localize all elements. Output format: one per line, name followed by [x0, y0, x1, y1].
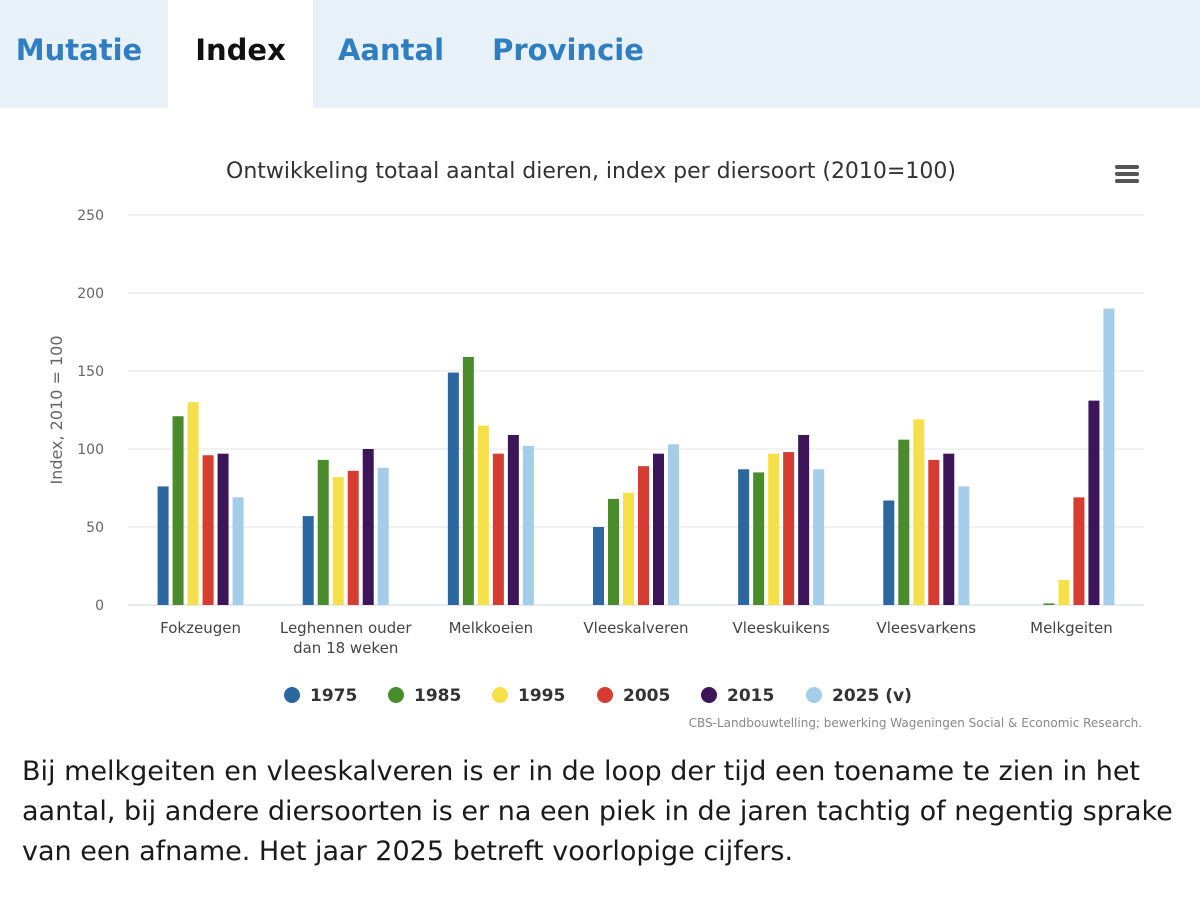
bar[interactable] — [943, 453, 955, 605]
legend-item[interactable]: 1995 — [492, 686, 565, 706]
legend-label: 1985 — [414, 686, 461, 706]
y-axis-ticks: 0 50 100 150 200 250 — [77, 208, 104, 614]
chart-title: Ontwikkeling totaal aantal dieren, index… — [226, 159, 956, 184]
bar[interactable] — [958, 486, 970, 605]
bar[interactable] — [172, 416, 184, 605]
y-tick-label: 50 — [86, 520, 104, 536]
tab-mutatie[interactable]: Mutatie — [15, 33, 143, 67]
tab-index[interactable]: Index — [168, 0, 313, 108]
y-tick-label: 0 — [95, 598, 104, 614]
bar[interactable] — [623, 492, 634, 605]
bar[interactable] — [898, 439, 910, 605]
bar[interactable] — [522, 445, 534, 605]
y-axis-label: Index, 2010 = 100 — [47, 335, 66, 484]
bar[interactable] — [883, 500, 895, 605]
legend-item[interactable]: 1985 — [388, 686, 461, 706]
tab-aantal[interactable]: Aantal — [337, 33, 445, 67]
x-tick-label: dan 18 weken — [293, 639, 398, 657]
legend-marker — [701, 687, 717, 703]
legend-marker — [388, 687, 404, 703]
x-tick-label: Melkgeiten — [1030, 619, 1113, 637]
legend-item[interactable]: 2025 (v) — [806, 686, 912, 706]
y-tick-label: 150 — [77, 364, 104, 380]
x-tick-label: Leghennen ouder — [280, 619, 413, 637]
legend-marker — [492, 687, 508, 703]
legend[interactable]: 1975 1985 1995 2005 2015 2025 (v) — [284, 686, 912, 706]
bar[interactable] — [477, 425, 489, 605]
bar[interactable] — [653, 453, 664, 605]
bar[interactable] — [217, 453, 229, 605]
bar[interactable] — [1043, 603, 1055, 605]
bar[interactable] — [332, 477, 344, 605]
legend-label: 1995 — [518, 686, 565, 706]
bar[interactable] — [798, 434, 810, 605]
tab-provincie[interactable]: Provincie — [492, 33, 644, 67]
bar[interactable] — [928, 459, 940, 605]
bar[interactable] — [608, 498, 619, 605]
hamburger-menu-icon[interactable] — [1112, 163, 1142, 185]
legend-item[interactable]: 2015 — [701, 686, 774, 706]
x-tick-label: Vleeskalveren — [583, 619, 688, 637]
legend-marker — [597, 687, 613, 703]
bar[interactable] — [232, 497, 244, 605]
y-tick-label: 100 — [77, 442, 104, 458]
y-tick-label: 250 — [77, 208, 104, 224]
bar[interactable] — [638, 466, 649, 605]
bar[interactable] — [1088, 400, 1100, 605]
bar[interactable] — [492, 453, 504, 605]
legend-item[interactable]: 2005 — [597, 686, 670, 706]
x-tick-label: Vleesvarkens — [876, 619, 976, 637]
bar[interactable] — [753, 472, 765, 605]
bar[interactable] — [913, 419, 925, 605]
y-tick-label: 200 — [77, 286, 104, 302]
bar[interactable] — [783, 452, 795, 605]
bar[interactable] — [362, 449, 374, 605]
bar[interactable] — [447, 372, 459, 605]
bar[interactable] — [668, 444, 679, 605]
bar[interactable] — [157, 486, 169, 605]
bar[interactable] — [1103, 308, 1115, 605]
gridlines — [128, 214, 1144, 606]
bar[interactable] — [813, 469, 825, 605]
bar[interactable] — [347, 470, 359, 605]
x-tick-label: Melkkoeien — [449, 619, 534, 637]
bar[interactable] — [768, 453, 780, 605]
legend-item[interactable]: 1975 — [284, 686, 357, 706]
tab-bar: Mutatie Index Aantal Provincie — [0, 0, 1200, 108]
bars — [157, 308, 1115, 605]
bar[interactable] — [202, 455, 214, 605]
x-tick-label: Vleeskuikens — [732, 619, 829, 637]
legend-label: 2025 (v) — [832, 686, 912, 706]
x-tick-label: Fokzeugen — [160, 619, 241, 637]
x-axis-ticks: Fokzeugen Leghennen ouder dan 18 weken Melk… — [160, 619, 1113, 657]
legend-marker — [806, 687, 822, 703]
bar[interactable] — [738, 469, 750, 605]
bar[interactable] — [377, 467, 389, 605]
chart-source: CBS-Landbouwtelling; bewerking Wageninge… — [688, 716, 1142, 730]
legend-label: 2015 — [727, 686, 774, 706]
legend-label: 2005 — [623, 686, 670, 706]
bar[interactable] — [317, 459, 329, 605]
legend-marker — [284, 687, 300, 703]
bar-chart: Ontwikkeling totaal aantal dieren, index… — [47, 159, 1144, 706]
bar[interactable] — [1058, 580, 1070, 605]
description-paragraph: Bij melkgeiten en vleeskalveren is er in… — [22, 756, 1173, 867]
bar[interactable] — [302, 516, 314, 605]
legend-label: 1975 — [310, 686, 357, 706]
bar[interactable] — [507, 434, 519, 605]
bar[interactable] — [462, 356, 474, 605]
bar[interactable] — [1073, 497, 1085, 605]
bar[interactable] — [593, 527, 604, 605]
bar[interactable] — [187, 402, 199, 605]
